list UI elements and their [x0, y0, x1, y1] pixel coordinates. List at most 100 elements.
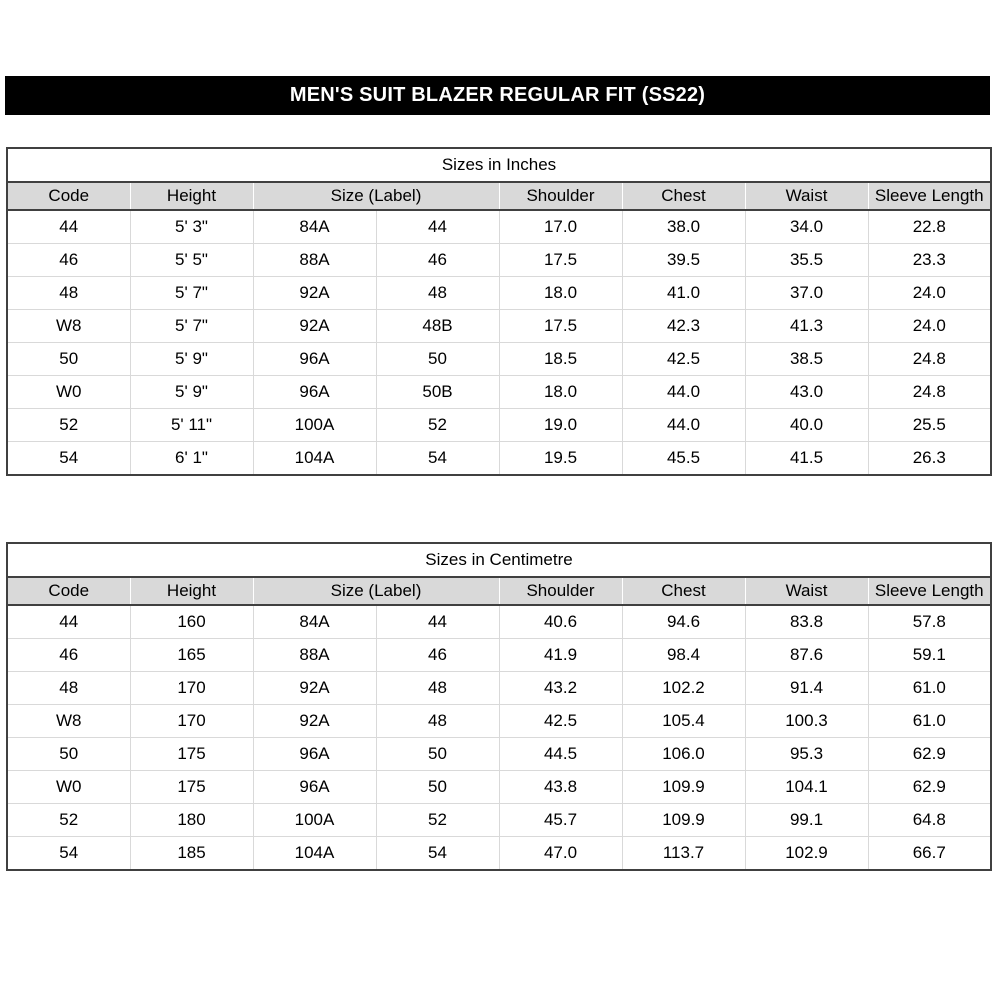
table-cell: 17.5: [498, 309, 623, 343]
table-row: 52 5' 11" 100A 52 19.0 44.0 40.0 25.5: [6, 408, 992, 442]
table-cell: 104A: [252, 836, 377, 871]
table-cell: 47.0: [498, 836, 623, 871]
table-cell: 50B: [375, 375, 500, 409]
table-cell: 23.3: [867, 243, 992, 277]
table-row: 50 5' 9" 96A 50 18.5 42.5 38.5 24.8: [6, 342, 992, 376]
table-row: W0 5' 9" 96A 50B 18.0 44.0 43.0 24.8: [6, 375, 992, 409]
table-cell: 96A: [252, 342, 377, 376]
table-cell: 109.9: [621, 803, 746, 837]
table-cell: 170: [129, 671, 254, 705]
table-row: W8 170 92A 48 42.5 105.4 100.3 61.0: [6, 704, 992, 738]
table-row: 48 170 92A 48 43.2 102.2 91.4 61.0: [6, 671, 992, 705]
table-cell: 42.3: [621, 309, 746, 343]
table-cell: 100A: [252, 803, 377, 837]
table-cell: 61.0: [867, 671, 992, 705]
table-cell: 35.5: [744, 243, 869, 277]
column-header: Size (Label): [252, 577, 500, 606]
table-cell: 100A: [252, 408, 377, 442]
table-cell: 84A: [252, 209, 377, 244]
table-cell: 54: [375, 441, 500, 476]
table-cell: 38.5: [744, 342, 869, 376]
table-cell: 109.9: [621, 770, 746, 804]
column-header: Code: [7, 182, 131, 211]
table-cell: W8: [6, 309, 131, 343]
table-cell: 5' 11": [129, 408, 254, 442]
table-cell: 50: [6, 342, 131, 376]
header-row: Code Height Size (Label) Shoulder Chest Waist…: [7, 577, 991, 606]
table-row: 48 5' 7" 92A 48 18.0 41.0 37.0 24.0: [6, 276, 992, 310]
table-cell: 25.5: [867, 408, 992, 442]
table-cell: 59.1: [867, 638, 992, 672]
table-cell: 6' 1": [129, 441, 254, 476]
table-cell: 26.3: [867, 441, 992, 476]
table-cell: 44: [375, 604, 500, 639]
table-cell: 57.8: [867, 604, 992, 639]
table-cell: 18.5: [498, 342, 623, 376]
table-cell: 88A: [252, 243, 377, 277]
table-cell: 5' 9": [129, 375, 254, 409]
column-header: Shoulder: [498, 577, 623, 606]
column-header: Waist: [744, 182, 869, 211]
table-cell: 24.0: [867, 276, 992, 310]
table-cell: 44: [375, 209, 500, 244]
column-header: Height: [129, 577, 254, 606]
table-cell: 50: [375, 737, 500, 771]
table-cell: 48: [6, 671, 131, 705]
table-cell: 98.4: [621, 638, 746, 672]
header-row: Code Height Size (Label) Shoulder Chest Waist…: [7, 182, 991, 211]
table-cell: 44.0: [621, 408, 746, 442]
column-header: Size (Label): [252, 182, 500, 211]
table-cell: 17.5: [498, 243, 623, 277]
table-cell: 41.9: [498, 638, 623, 672]
table-cell: 50: [6, 737, 131, 771]
table-cell: 62.9: [867, 770, 992, 804]
table-cell: W0: [6, 770, 131, 804]
table-cell: 175: [129, 737, 254, 771]
table-cell: 45.7: [498, 803, 623, 837]
table-cell: 19.5: [498, 441, 623, 476]
table-cell: 113.7: [621, 836, 746, 871]
table-cell: 66.7: [867, 836, 992, 871]
column-header: Sleeve Length: [867, 182, 991, 211]
table-cell: 102.2: [621, 671, 746, 705]
table-cell: 88A: [252, 638, 377, 672]
table-caption-row: Sizes in Centimetre: [7, 543, 991, 578]
table-cell: 62.9: [867, 737, 992, 771]
table-cell: 46: [6, 243, 131, 277]
table-cell: 42.5: [621, 342, 746, 376]
table-cell: 54: [6, 441, 131, 476]
table-cell: 105.4: [621, 704, 746, 738]
table-cell: 43.2: [498, 671, 623, 705]
table-cell: 41.5: [744, 441, 869, 476]
table-cell: 52: [6, 803, 131, 837]
column-header: Height: [129, 182, 254, 211]
table-cell: 5' 7": [129, 276, 254, 310]
table-row: 44 5' 3" 84A 44 17.0 38.0 34.0 22.8: [6, 209, 992, 244]
table-cell: 64.8: [867, 803, 992, 837]
table-cell: W8: [6, 704, 131, 738]
table-cell: 5' 9": [129, 342, 254, 376]
table-cell: W0: [6, 375, 131, 409]
table-cell: 104A: [252, 441, 377, 476]
table-cell: 92A: [252, 276, 377, 310]
table-caption-row: Sizes in Inches: [7, 148, 991, 183]
table-cell: 61.0: [867, 704, 992, 738]
table-cell: 52: [375, 408, 500, 442]
table-cell: 87.6: [744, 638, 869, 672]
table-cell: 50: [375, 770, 500, 804]
table-cell: 44.0: [621, 375, 746, 409]
table-cell: 5' 7": [129, 309, 254, 343]
table-cell: 19.0: [498, 408, 623, 442]
table-cell: 48: [375, 671, 500, 705]
table-cell: 22.8: [867, 209, 992, 244]
table-row: W0 175 96A 50 43.8 109.9 104.1 62.9: [6, 770, 992, 804]
page-title: MEN'S SUIT BLAZER REGULAR FIT (SS22): [289, 84, 706, 106]
table-cell: 44: [6, 209, 131, 244]
table-cell: 180: [129, 803, 254, 837]
table-cell: 46: [6, 638, 131, 672]
table-cell: 48B: [375, 309, 500, 343]
column-header: Chest: [621, 577, 746, 606]
table-row: 54 6' 1" 104A 54 19.5 45.5 41.5 26.3: [6, 441, 992, 476]
table-cell: 94.6: [621, 604, 746, 639]
sizes-in-inches-table: Sizes in Inches Code Height Size (Label) Sho…: [6, 147, 992, 476]
